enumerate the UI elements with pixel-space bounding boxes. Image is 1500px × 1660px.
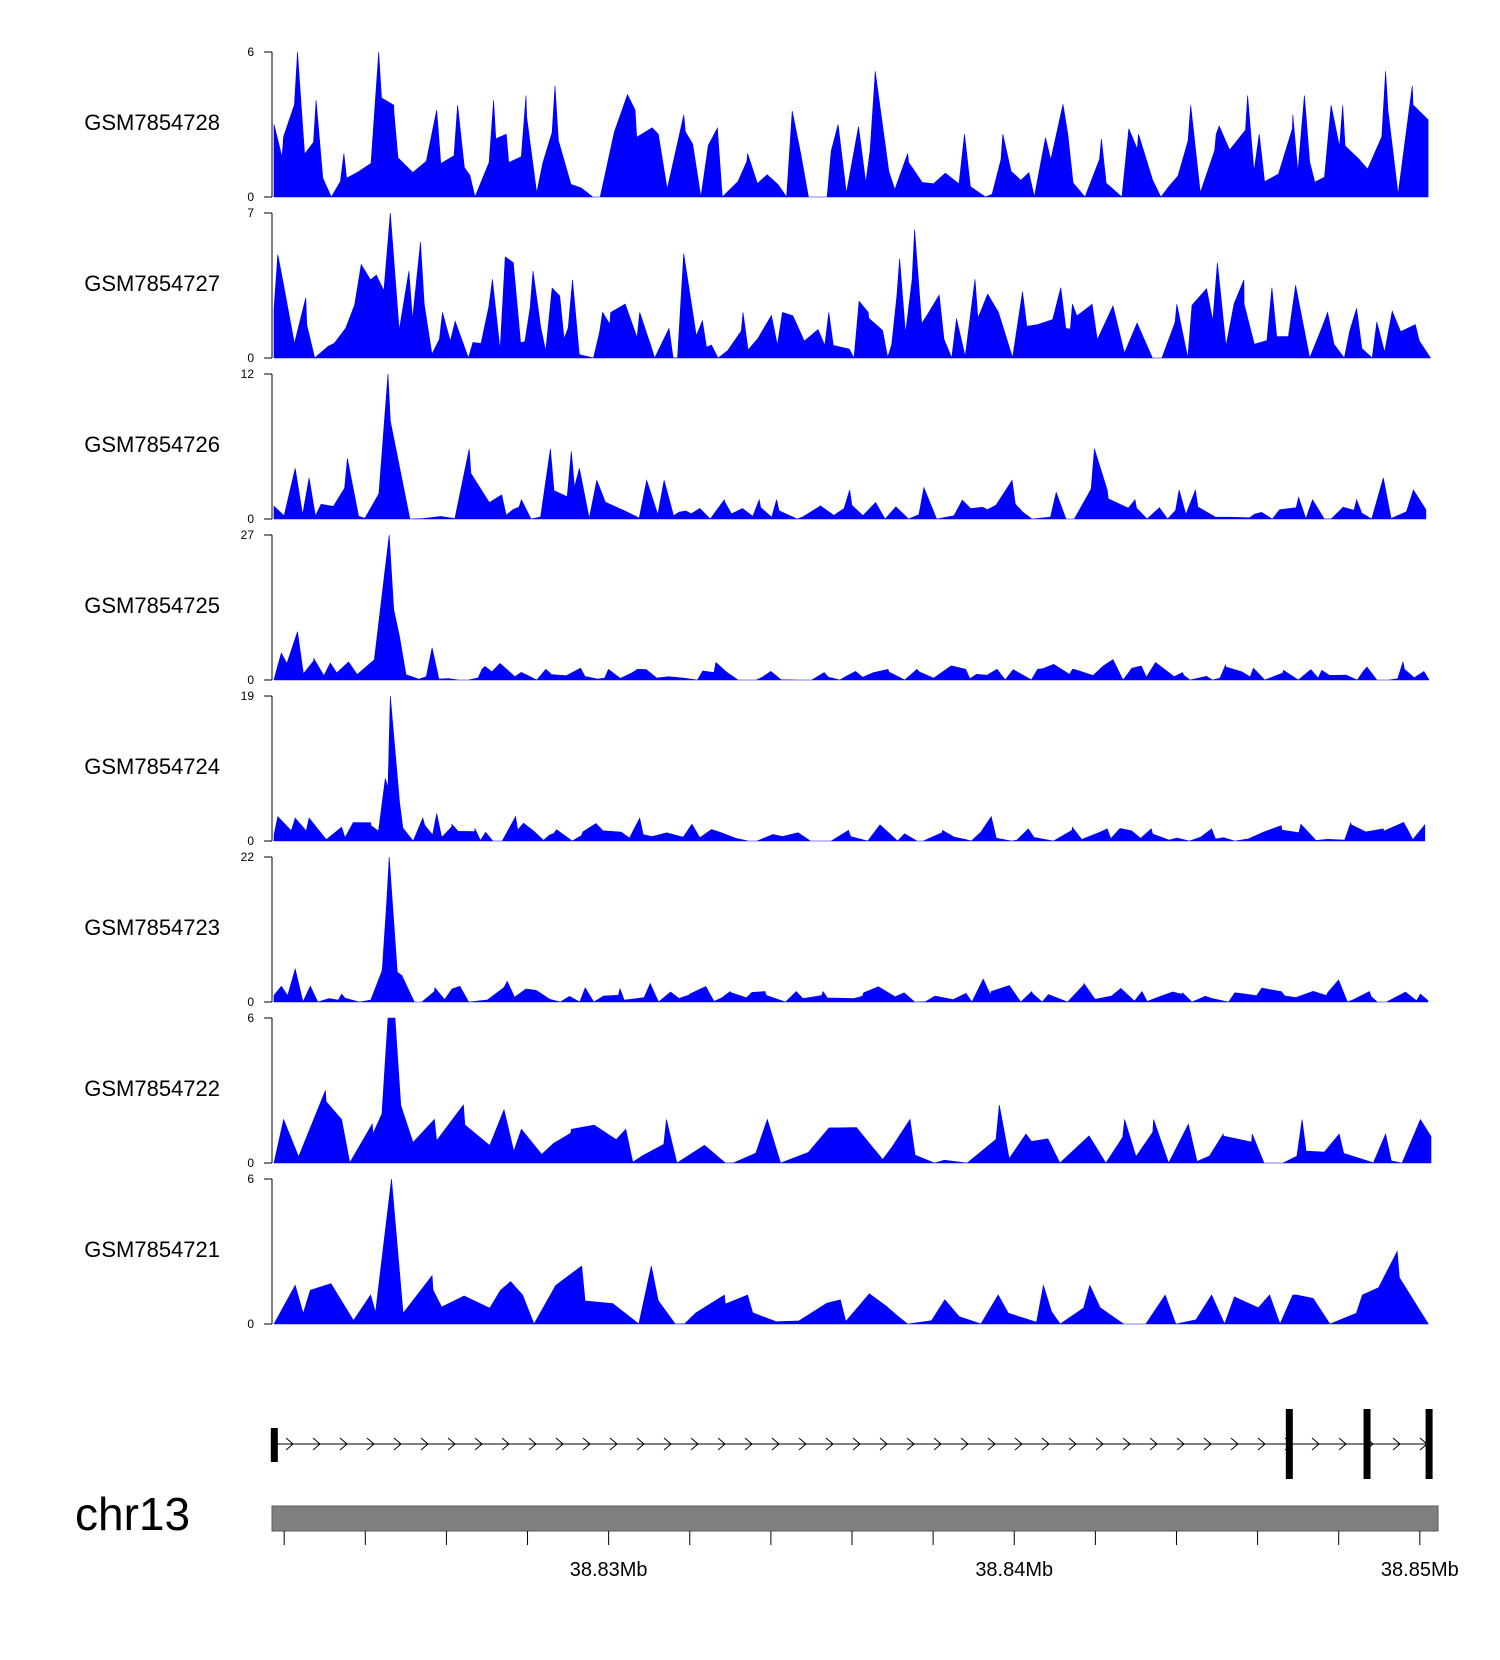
strand-arrow: [1203, 1437, 1212, 1451]
signal-area-GSM7854727: [273, 212, 1432, 360]
strand-arrow: [798, 1437, 807, 1451]
exon: [1285, 1409, 1293, 1479]
y-max-label: 7: [247, 206, 254, 220]
signal-area-GSM7854722: [273, 1017, 1432, 1164]
strand-arrow: [744, 1437, 753, 1451]
signal-tracks: 6 0 GSM7854728 7 0 GSM7854727 12 0 GSM7854726 27 0…: [84, 45, 1432, 1331]
strand-arrow: [1257, 1437, 1266, 1451]
strand-arrow: [1176, 1437, 1185, 1451]
track-GSM7854726: 12 0 GSM7854726: [84, 367, 1427, 526]
y-min-label: 0: [247, 1317, 254, 1331]
chromosome-label: chr13: [75, 1488, 190, 1540]
track-GSM7854725: 27 0 GSM7854725: [84, 528, 1430, 687]
track-GSM7854723: 22 0 GSM7854723: [84, 850, 1429, 1009]
y-max-label: 19: [241, 689, 255, 703]
y-max-label: 27: [241, 528, 255, 542]
y-min-label: 0: [247, 190, 254, 204]
strand-arrow: [1149, 1437, 1158, 1451]
strand-arrow: [690, 1437, 699, 1451]
signal-area-GSM7854725: [273, 534, 1430, 681]
y-max-label: 6: [247, 1172, 254, 1186]
strand-arrow: [663, 1437, 672, 1451]
signal-area-GSM7854726: [273, 373, 1427, 520]
strand-arrow: [771, 1437, 780, 1451]
y-max-label: 12: [241, 367, 255, 381]
signal-area-GSM7854723: [273, 856, 1429, 1003]
y-min-label: 0: [247, 1156, 254, 1170]
track-label: GSM7854728: [84, 110, 220, 135]
position-label: 38.85Mb: [1381, 1559, 1459, 1581]
strand-arrow: [1041, 1437, 1050, 1451]
exon: [1425, 1409, 1433, 1479]
strand-arrow: [285, 1437, 294, 1451]
strand-arrow: [501, 1437, 510, 1451]
track-label: GSM7854726: [84, 432, 220, 457]
track-GSM7854727: 7 0 GSM7854727: [84, 206, 1432, 365]
y-min-label: 0: [247, 512, 254, 526]
chromosome-ideogram: [271, 1505, 1439, 1532]
track-label: GSM7854721: [84, 1237, 220, 1262]
ideogram-bar: [271, 1505, 1439, 1532]
strand-arrow: [1122, 1437, 1131, 1451]
position-label: 38.83Mb: [570, 1559, 648, 1581]
strand-arrow: [1095, 1437, 1104, 1451]
strand-arrow: [339, 1437, 348, 1451]
position-label: 38.84Mb: [975, 1559, 1053, 1581]
y-min-label: 0: [247, 834, 254, 848]
strand-arrow: [1230, 1437, 1239, 1451]
exon: [1363, 1409, 1371, 1479]
track-GSM7854722: 6 0 GSM7854722: [84, 1011, 1432, 1170]
strand-arrow: [906, 1437, 915, 1451]
strand-arrow: [366, 1437, 375, 1451]
signal-area-GSM7854724: [273, 695, 1426, 842]
track-label: GSM7854724: [84, 754, 220, 779]
signal-area-GSM7854728: [273, 51, 1429, 198]
strand-arrow: [447, 1437, 456, 1451]
track-label: GSM7854725: [84, 593, 220, 618]
y-max-label: 6: [247, 1011, 254, 1025]
track-label: GSM7854727: [84, 271, 220, 296]
track-label: GSM7854722: [84, 1076, 220, 1101]
strand-arrow: [609, 1437, 618, 1451]
track-GSM7854721: 6 0 GSM7854721: [84, 1172, 1429, 1331]
genomic-position-axis: 38.83Mb 38.84Mb 38.85Mb: [283, 1531, 1459, 1581]
strand-arrow: [879, 1437, 888, 1451]
strand-arrow: [528, 1437, 537, 1451]
strand-arrow: [555, 1437, 564, 1451]
strand-arrow: [1311, 1437, 1320, 1451]
gene-model: [270, 1409, 1433, 1479]
y-min-label: 0: [247, 995, 254, 1009]
track-label: GSM7854723: [84, 915, 220, 940]
strand-arrow: [1392, 1437, 1401, 1451]
y-max-label: 22: [241, 850, 255, 864]
signal-area-GSM7854721: [273, 1178, 1429, 1325]
strand-arrow: [852, 1437, 861, 1451]
y-min-label: 0: [247, 351, 254, 365]
strand-arrow: [960, 1437, 969, 1451]
strand-arrow: [987, 1437, 996, 1451]
strand-arrow: [1014, 1437, 1023, 1451]
strand-arrow: [474, 1437, 483, 1451]
strand-arrow: [582, 1437, 591, 1451]
strand-arrow: [1068, 1437, 1077, 1451]
strand-arrow: [825, 1437, 834, 1451]
strand-arrow: [636, 1437, 645, 1451]
y-max-label: 6: [247, 45, 254, 59]
track-GSM7854724: 19 0 GSM7854724: [84, 689, 1426, 848]
strand-arrow: [1338, 1437, 1347, 1451]
strand-arrow: [933, 1437, 942, 1451]
strand-arrow: [717, 1437, 726, 1451]
strand-arrow: [393, 1437, 402, 1451]
strand-arrow: [312, 1437, 321, 1451]
strand-arrow: [420, 1437, 429, 1451]
track-GSM7854728: 6 0 GSM7854728: [84, 45, 1429, 204]
y-min-label: 0: [247, 673, 254, 687]
exon: [270, 1428, 278, 1462]
